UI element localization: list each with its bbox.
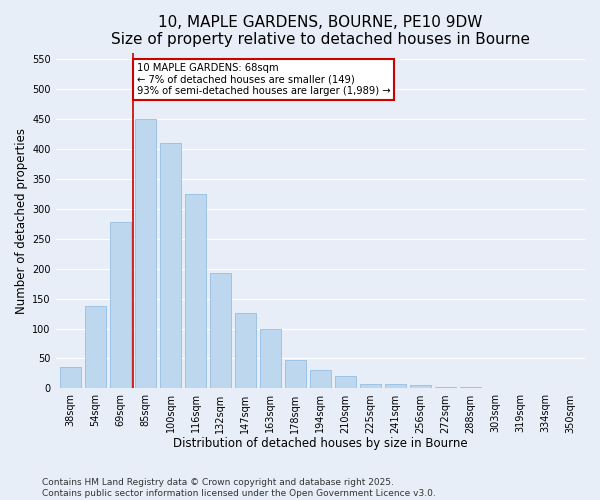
Bar bbox=[160, 142, 181, 388]
Bar bbox=[110, 222, 131, 388]
Bar bbox=[285, 360, 306, 388]
Title: 10, MAPLE GARDENS, BOURNE, PE10 9DW
Size of property relative to detached houses: 10, MAPLE GARDENS, BOURNE, PE10 9DW Size… bbox=[111, 15, 530, 48]
Bar bbox=[410, 386, 431, 388]
Bar bbox=[210, 274, 231, 388]
Bar bbox=[335, 376, 356, 388]
Bar bbox=[85, 306, 106, 388]
Bar bbox=[310, 370, 331, 388]
Bar bbox=[359, 384, 381, 388]
Y-axis label: Number of detached properties: Number of detached properties bbox=[15, 128, 28, 314]
Text: Contains HM Land Registry data © Crown copyright and database right 2025.
Contai: Contains HM Land Registry data © Crown c… bbox=[42, 478, 436, 498]
Bar bbox=[235, 313, 256, 388]
Text: 10 MAPLE GARDENS: 68sqm
← 7% of detached houses are smaller (149)
93% of semi-de: 10 MAPLE GARDENS: 68sqm ← 7% of detached… bbox=[137, 63, 391, 96]
Bar bbox=[260, 328, 281, 388]
X-axis label: Distribution of detached houses by size in Bourne: Distribution of detached houses by size … bbox=[173, 437, 467, 450]
Bar bbox=[60, 368, 81, 388]
Bar bbox=[135, 118, 156, 388]
Bar bbox=[185, 194, 206, 388]
Bar bbox=[385, 384, 406, 388]
